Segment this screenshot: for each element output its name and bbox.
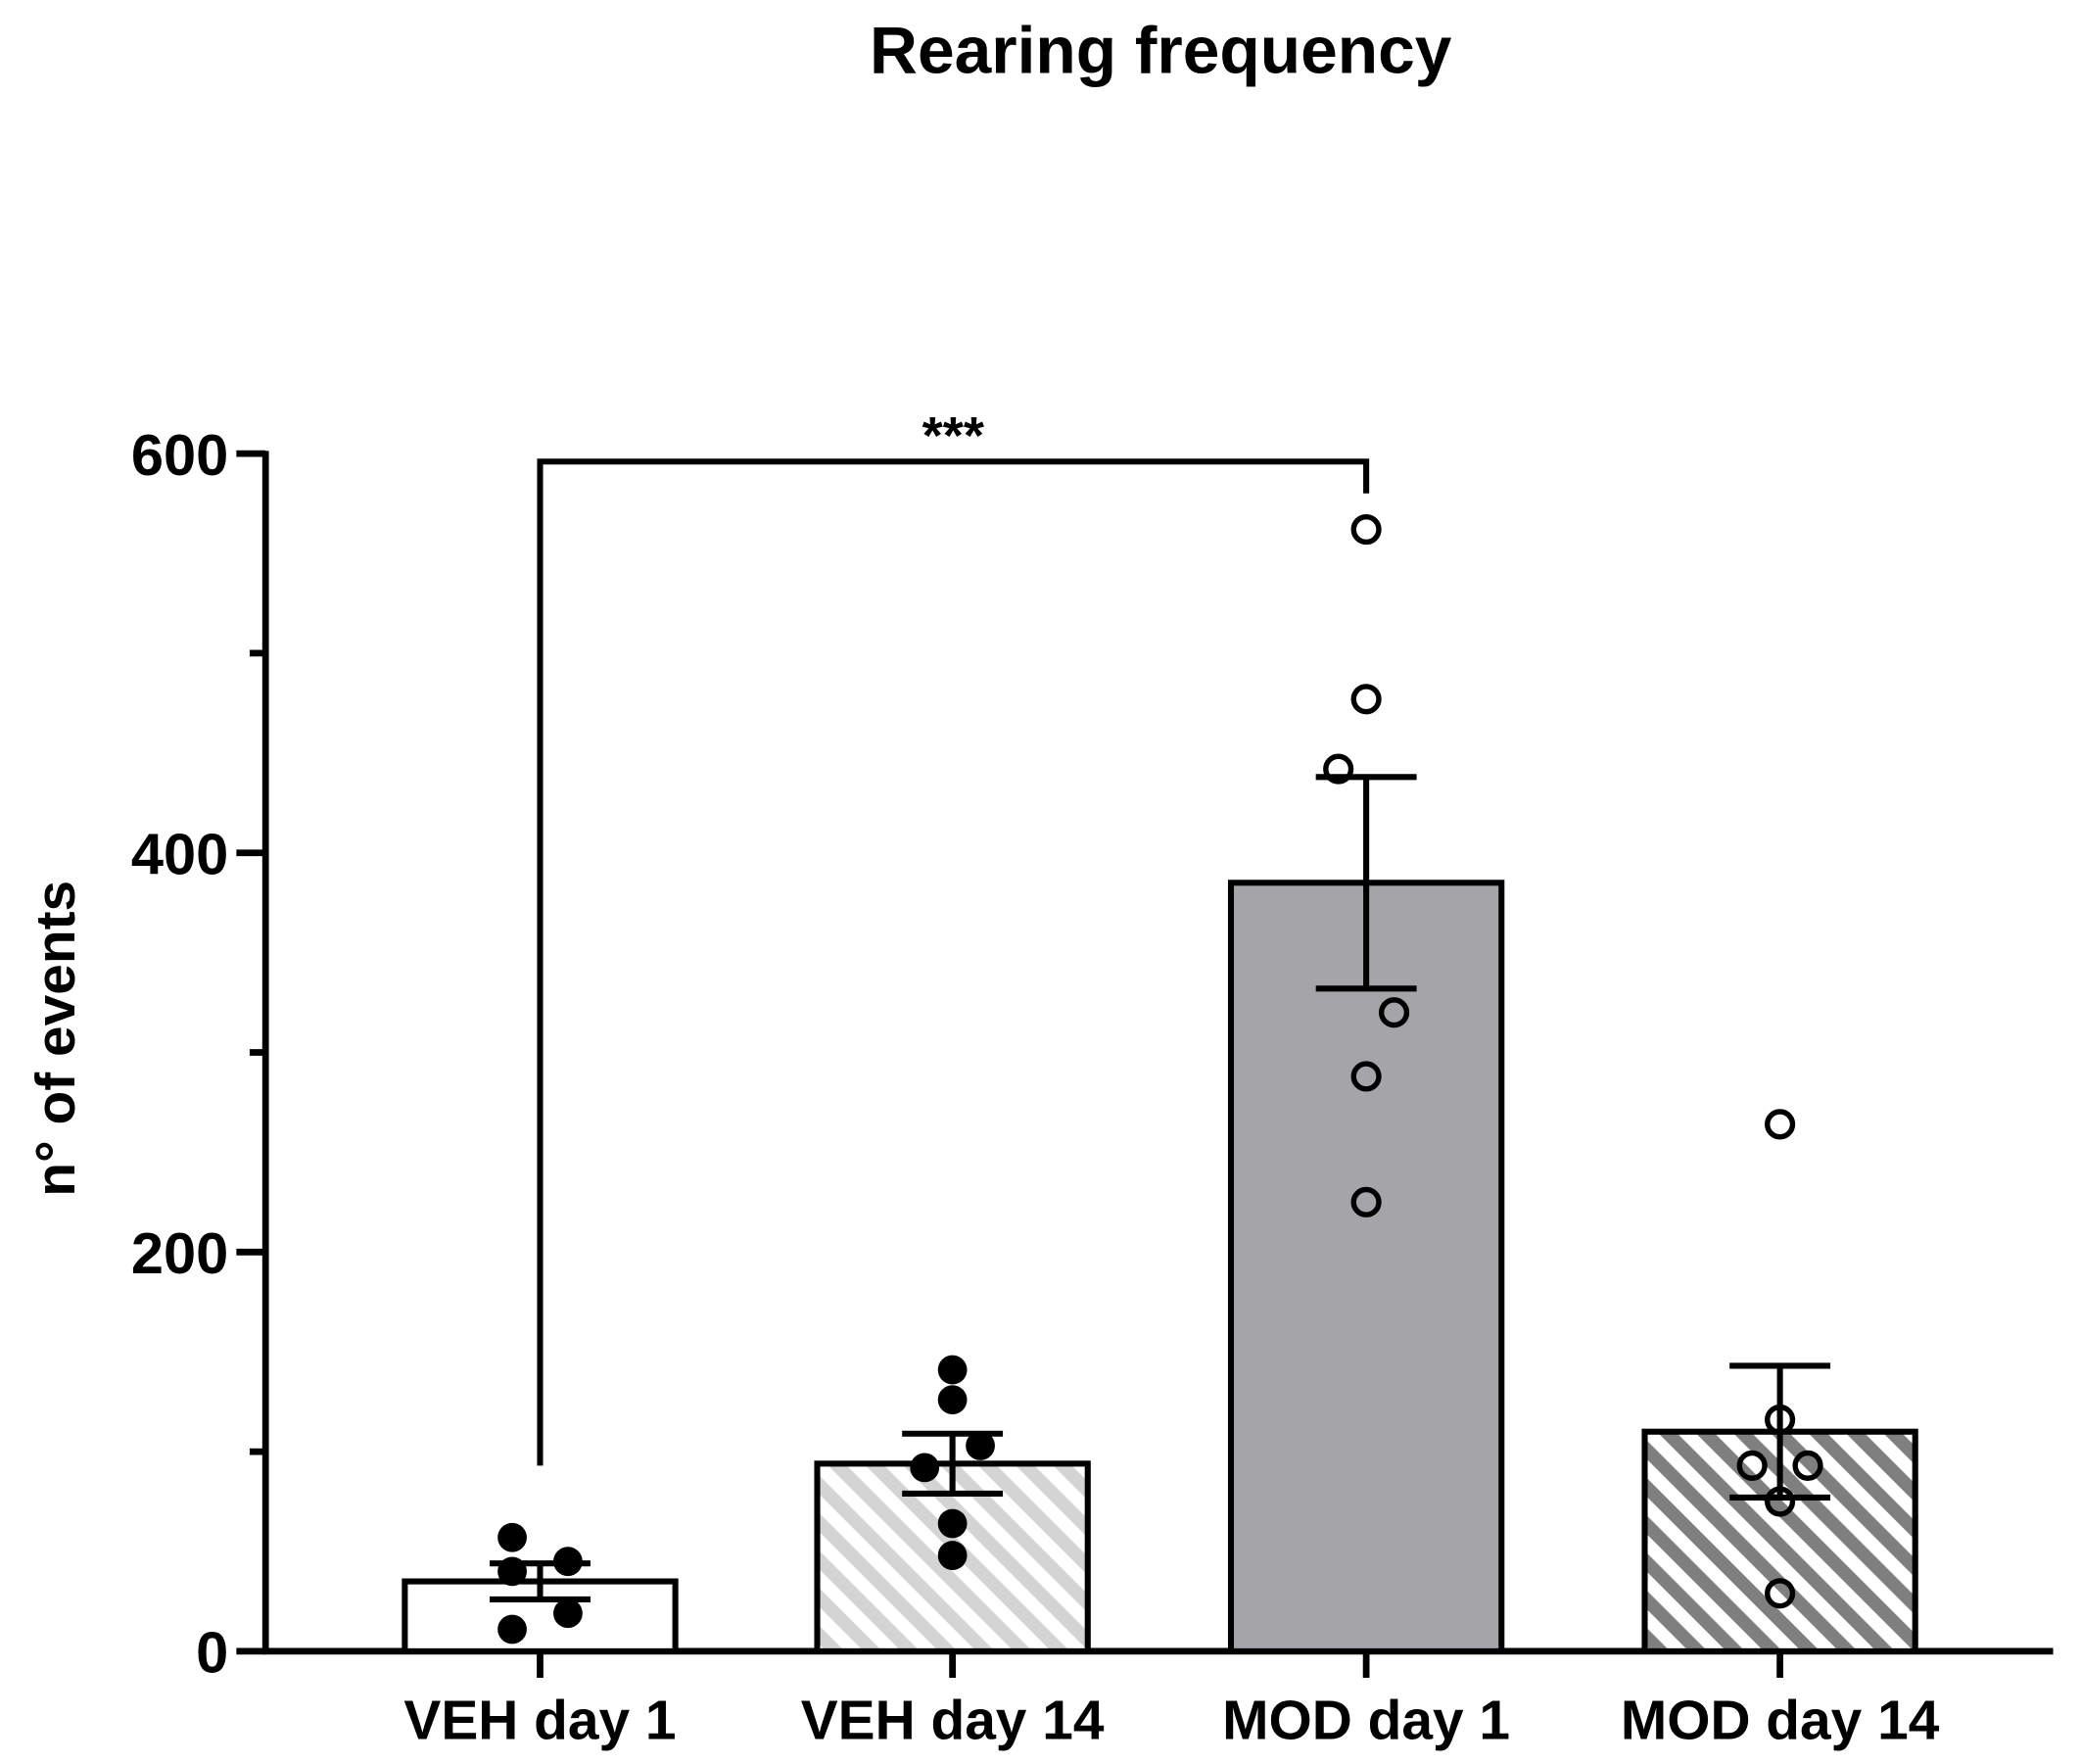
data-point — [553, 1547, 583, 1577]
chart-title: Rearing frequency — [870, 14, 1452, 87]
x-tick-label: VEH day 14 — [801, 1690, 1105, 1751]
data-point — [1765, 1486, 1796, 1517]
bar — [1227, 880, 1505, 1654]
data-point — [1765, 1404, 1796, 1436]
y-tick-label: 0 — [196, 1620, 228, 1686]
data-point — [1792, 1450, 1823, 1481]
data-point — [1736, 1450, 1768, 1481]
data-point — [1765, 1578, 1796, 1609]
data-point — [497, 1556, 527, 1587]
significance-label: *** — [922, 406, 985, 465]
y-tick-label: 400 — [131, 821, 228, 886]
data-point — [1350, 1061, 1382, 1092]
data-point — [553, 1598, 583, 1629]
x-tick-label: MOD day 1 — [1222, 1690, 1510, 1751]
data-point — [497, 1522, 527, 1552]
data-point — [1350, 1186, 1382, 1217]
data-point — [1350, 684, 1382, 715]
y-tick-label: 200 — [131, 1220, 228, 1286]
y-tick-label: 600 — [131, 422, 228, 488]
data-point — [1350, 513, 1382, 546]
data-point — [937, 1385, 968, 1415]
data-point — [966, 1431, 995, 1460]
x-tick-label: MOD day 14 — [1621, 1690, 1940, 1751]
data-point — [1765, 1109, 1796, 1140]
significance-bracket — [537, 458, 1370, 1466]
data-point — [1323, 753, 1354, 785]
data-point — [937, 1541, 968, 1570]
data-point — [937, 1355, 968, 1385]
data-point — [1378, 997, 1410, 1028]
data-point — [497, 1614, 527, 1645]
data-point — [937, 1508, 968, 1539]
x-tick-label: VEH day 1 — [403, 1690, 676, 1751]
y-axis-label: n° of events — [25, 881, 87, 1197]
data-point — [910, 1453, 940, 1483]
